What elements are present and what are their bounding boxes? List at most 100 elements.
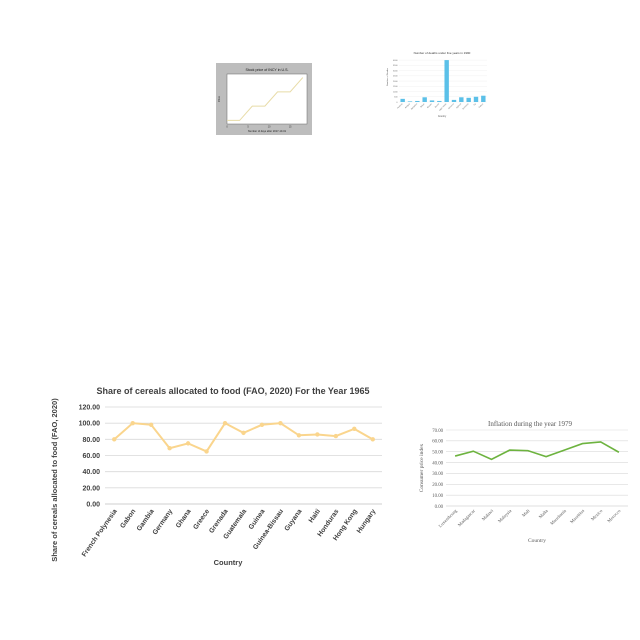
x-tick-label: Dominica xyxy=(462,103,470,111)
bar xyxy=(466,97,471,102)
x-tick-label: Brunei xyxy=(434,102,440,108)
stock-price-line xyxy=(227,77,304,121)
stock-price-chart: Stock price of INCY in U.S. Number of da… xyxy=(216,63,312,135)
y-tick-label: 4000 xyxy=(393,60,398,62)
cereal-share-line xyxy=(113,421,374,453)
x-tick-label: Belize xyxy=(420,103,425,108)
bar xyxy=(407,101,413,102)
bar xyxy=(400,98,405,102)
x-tick-label: Barbados xyxy=(410,103,418,111)
bar xyxy=(415,100,420,102)
x-tick-label: Morocco xyxy=(606,508,622,524)
bar xyxy=(481,95,486,102)
y-tick-label: 0.00 xyxy=(86,502,100,509)
plot-area xyxy=(226,73,308,125)
x-tick-label: Gabon xyxy=(479,103,484,108)
x-axis-label: Country xyxy=(438,115,447,118)
x-tick-label: Fiji xyxy=(474,103,478,107)
data-point xyxy=(222,420,228,426)
bar xyxy=(459,97,464,102)
x-tick-label: Mexico xyxy=(590,508,604,522)
x-tick-label: Gabon xyxy=(119,508,137,530)
data-point xyxy=(112,437,117,442)
y-tick-label: 40.00 xyxy=(82,469,100,476)
y-tick-label: 40.00 xyxy=(432,461,443,466)
y-tick-label: 2000 xyxy=(393,81,398,83)
y-axis-label: Price xyxy=(217,95,221,101)
deaths-bar-chart: Number of deaths under five years in 199… xyxy=(386,51,487,118)
data-point xyxy=(130,420,135,426)
x-axis-label: Country xyxy=(214,558,244,567)
data-point xyxy=(148,422,154,427)
x-tick-label: Malawi xyxy=(481,508,495,522)
x-axis-label: Number of days after 2017-10-01 xyxy=(248,129,287,133)
x-tick-label: Hungary xyxy=(356,508,378,535)
x-tick-label: Malta xyxy=(538,508,549,519)
x-tick-label: Mali xyxy=(521,508,531,518)
x-tick-label: 15 xyxy=(289,126,292,129)
x-tick-label: Madagascar xyxy=(457,508,477,528)
y-tick-label: 1500 xyxy=(393,86,398,88)
x-tick-label: Luxembourg xyxy=(438,508,459,529)
bar xyxy=(422,97,427,102)
y-axis-label: Share of cereals allocated to food (FAO,… xyxy=(50,398,59,562)
chart-title: Inflation during the year 1979 xyxy=(488,420,572,428)
data-point xyxy=(352,426,357,432)
y-tick-label: 3500 xyxy=(393,65,398,67)
y-tick-label: 60.00 xyxy=(82,453,100,460)
x-tick-label: French Polynesia xyxy=(81,508,119,558)
y-tick-label: 30.00 xyxy=(432,472,443,477)
x-tick-label: Mauritania xyxy=(549,508,567,526)
x-tick-label: 0 xyxy=(226,126,228,129)
data-point xyxy=(296,433,302,438)
chart-title: Number of deaths under five years in 199… xyxy=(414,51,471,55)
x-tick-label: 5 xyxy=(247,126,249,129)
x-tick-label: Guinea xyxy=(248,508,267,531)
y-tick-label: 80.00 xyxy=(82,437,100,444)
x-tick-label: Djibouti xyxy=(455,102,462,109)
y-tick-label: 1000 xyxy=(393,91,398,93)
x-tick-label: Malaysia xyxy=(497,508,512,523)
x-tick-label: Mauritius xyxy=(569,508,585,524)
cereal-share-chart: Share of cereals allocated to food (FAO,… xyxy=(50,386,382,567)
y-axis-label: Consumer price index xyxy=(419,443,425,492)
x-tick-label: Cape Verde xyxy=(438,103,447,112)
y-tick-label: 120.00 xyxy=(79,405,101,412)
data-point xyxy=(278,420,283,426)
y-tick-label: 20.00 xyxy=(82,485,100,492)
x-tick-label: Haiti xyxy=(308,508,322,524)
chart-title: Share of cereals allocated to food (FAO,… xyxy=(97,386,370,396)
x-tick-label: 10 xyxy=(268,126,271,129)
y-tick-label: 10.00 xyxy=(432,494,443,499)
data-point xyxy=(241,430,246,436)
y-tick-label: 100.00 xyxy=(79,421,101,428)
chart-title: Stock price of INCY in U.S. xyxy=(245,68,288,72)
inflation-line xyxy=(454,441,620,461)
data-point xyxy=(185,441,191,446)
y-tick-label: 2500 xyxy=(393,76,398,78)
x-tick-label: Greece xyxy=(192,508,211,531)
bar xyxy=(444,60,449,102)
y-tick-label: 0.00 xyxy=(435,505,444,510)
bar xyxy=(473,96,479,102)
x-tick-label: Ghana xyxy=(175,508,193,530)
y-tick-label: 3000 xyxy=(393,70,398,72)
data-point xyxy=(204,449,209,454)
x-tick-label: Andorra xyxy=(396,102,404,110)
data-point xyxy=(333,433,339,439)
data-point xyxy=(315,432,320,437)
y-tick-label: 20.00 xyxy=(432,483,443,488)
x-tick-label: Bhutan xyxy=(426,103,432,109)
inflation-chart: Inflation during the year 1979 Consumer … xyxy=(419,420,628,544)
y-tick-label: 500 xyxy=(394,97,398,99)
bar xyxy=(451,99,457,102)
y-tick-label: 0 xyxy=(396,102,398,104)
x-tick-label: Comoros xyxy=(447,103,455,111)
y-tick-label: 60.00 xyxy=(432,440,443,445)
x-tick-label: Antigua xyxy=(404,102,411,109)
data-point xyxy=(259,422,265,427)
y-axis-label: Number of Deaths xyxy=(386,67,389,86)
y-tick-label: 70.00 xyxy=(432,429,443,434)
x-tick-label: Guyana xyxy=(284,508,304,533)
bar xyxy=(437,100,442,102)
